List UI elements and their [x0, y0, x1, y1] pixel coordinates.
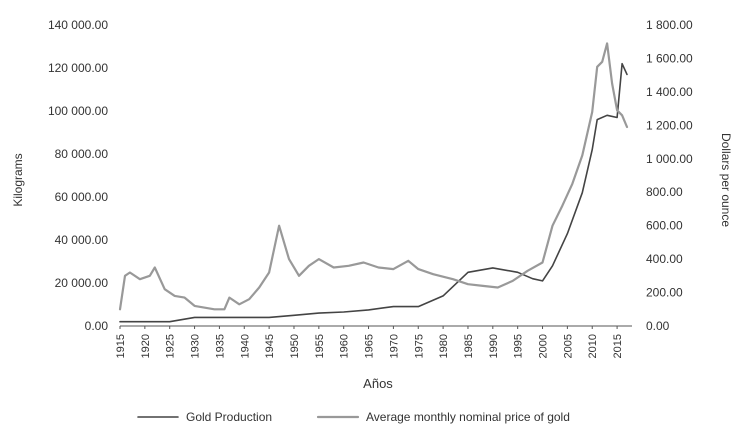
legend-label-gold-production: Gold Production — [186, 410, 272, 424]
left-y-tick-label: 100 000.00 — [48, 104, 108, 118]
right-y-tick-label: 0.00 — [646, 319, 670, 333]
left-y-axis-label: Kilograms — [11, 153, 25, 206]
x-tick-label: 1990 — [488, 334, 500, 358]
legend: Gold Production Average monthly nominal … — [137, 410, 570, 424]
x-tick-label: 2010 — [587, 334, 599, 358]
left-y-axis: 0.00 20 000.00 40 000.00 60 000.00 80 000.00… — [48, 18, 108, 333]
x-tick-label: 1935 — [214, 334, 226, 358]
right-y-tick-label: 400.00 — [646, 252, 683, 266]
legend-label-gold-price: Average monthly nominal price of gold — [366, 410, 570, 424]
left-y-tick-label: 120 000.00 — [48, 61, 108, 75]
right-y-tick-label: 600.00 — [646, 219, 683, 233]
x-tick-label: 1945 — [264, 334, 276, 358]
series-layer — [118, 42, 629, 323]
left-y-tick-label: 40 000.00 — [55, 233, 109, 247]
x-axis: 1915 1920 1925 1930 1935 1940 1945 1950 1955 1960… — [115, 326, 624, 358]
x-tick-label: 1960 — [339, 334, 351, 358]
right-y-axis: 0.00 200.00 400.00 600.00 800.00 1 000.00 1 20… — [646, 18, 693, 333]
right-y-tick-label: 1 800.00 — [646, 18, 693, 32]
series-line-average-monthly-nominal-price-of-gold — [118, 42, 629, 311]
x-tick-label: 1970 — [388, 334, 400, 358]
x-tick-label: 1995 — [513, 334, 525, 358]
series-line-gold-production — [119, 62, 628, 323]
left-y-tick-label: 0.00 — [85, 319, 109, 333]
left-y-tick-label: 20 000.00 — [55, 276, 109, 290]
right-y-tick-label: 200.00 — [646, 286, 683, 300]
x-tick-label: 1955 — [314, 334, 326, 358]
x-tick-label: 1915 — [115, 334, 127, 358]
x-tick-label: 1920 — [140, 334, 152, 358]
x-tick-label: 1965 — [364, 334, 376, 358]
x-tick-label: 1975 — [413, 334, 425, 358]
x-tick-label: 2005 — [562, 334, 574, 358]
left-y-tick-label: 60 000.00 — [55, 190, 109, 204]
x-axis-label: Años — [363, 376, 393, 391]
x-tick-label: 1930 — [190, 334, 202, 358]
right-y-axis-label: Dollars per ounce — [719, 133, 733, 227]
left-y-tick-label: 80 000.00 — [55, 147, 109, 161]
x-tick-label: 1925 — [165, 334, 177, 358]
x-tick-label: 2015 — [612, 334, 624, 358]
left-y-tick-label: 140 000.00 — [48, 18, 108, 32]
right-y-tick-label: 1 600.00 — [646, 51, 693, 65]
right-y-tick-label: 800.00 — [646, 185, 683, 199]
right-y-tick-label: 1 400.00 — [646, 85, 693, 99]
x-tick-label: 1940 — [239, 334, 251, 358]
right-y-tick-label: 1 200.00 — [646, 118, 693, 132]
right-y-tick-label: 1 000.00 — [646, 152, 693, 166]
x-tick-label: 1985 — [463, 334, 475, 358]
x-tick-label: 2000 — [538, 334, 550, 358]
x-tick-label: 1950 — [289, 334, 301, 358]
x-tick-label: 1980 — [438, 334, 450, 358]
